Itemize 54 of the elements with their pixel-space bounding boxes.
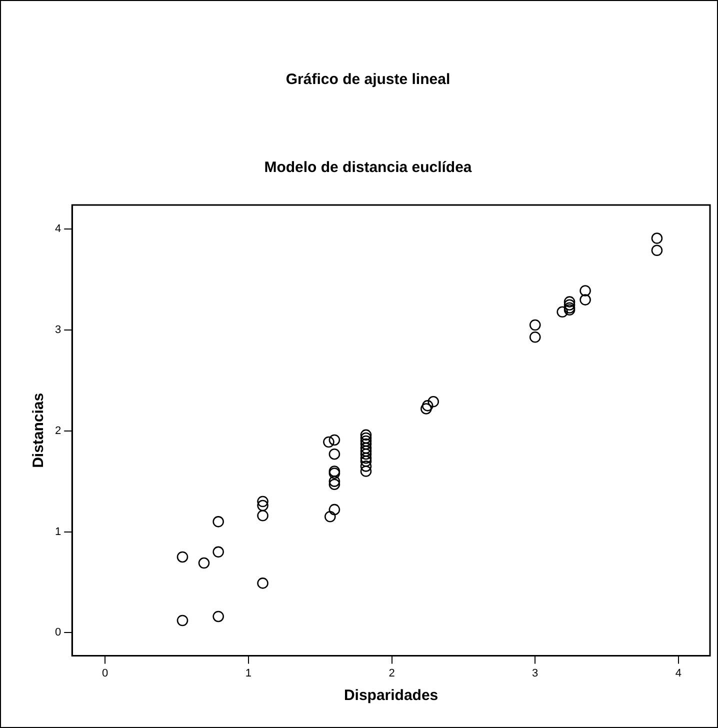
x-axis-title: Disparidades bbox=[344, 687, 438, 704]
point bbox=[564, 299, 576, 310]
point bbox=[360, 460, 372, 472]
point bbox=[428, 396, 439, 408]
point bbox=[212, 610, 224, 622]
point bbox=[360, 429, 372, 441]
chart-title: Gráfico de ajuste lineal bbox=[286, 71, 450, 88]
point bbox=[328, 434, 340, 446]
point bbox=[360, 432, 372, 444]
point bbox=[360, 435, 372, 447]
y-axis-title: Distancias bbox=[30, 392, 48, 468]
point bbox=[176, 551, 188, 563]
point bbox=[212, 546, 224, 558]
point bbox=[323, 436, 334, 448]
point bbox=[198, 557, 210, 569]
point bbox=[328, 476, 340, 487]
point bbox=[257, 496, 268, 508]
point bbox=[360, 445, 372, 457]
point bbox=[328, 478, 340, 490]
y-tick-label: 2 bbox=[54, 424, 62, 437]
x-tick-label: 3 bbox=[532, 667, 538, 680]
point bbox=[257, 578, 268, 589]
point bbox=[360, 442, 372, 454]
y-tick-label: 0 bbox=[54, 626, 62, 639]
point bbox=[212, 516, 224, 528]
point bbox=[420, 403, 432, 414]
y-tick-label: 1 bbox=[54, 526, 62, 538]
point bbox=[564, 296, 576, 308]
point bbox=[651, 244, 663, 256]
y-tick-label: 3 bbox=[54, 324, 62, 336]
point bbox=[328, 448, 340, 460]
point bbox=[651, 232, 663, 244]
point bbox=[360, 438, 372, 450]
point bbox=[360, 466, 372, 477]
x-tick-label: 4 bbox=[675, 667, 682, 680]
point bbox=[360, 456, 372, 467]
x-tick-label: 2 bbox=[388, 667, 395, 680]
point bbox=[580, 294, 591, 306]
y-tick-label: 4 bbox=[54, 223, 62, 236]
chart-subtitle: Modelo de distancia euclídea bbox=[264, 159, 472, 176]
x-tick-label: 1 bbox=[245, 667, 252, 680]
point bbox=[360, 452, 372, 464]
point bbox=[328, 504, 340, 516]
point bbox=[257, 500, 268, 512]
point bbox=[176, 614, 188, 626]
point bbox=[580, 285, 591, 296]
x-tick-label: 0 bbox=[102, 667, 108, 680]
point bbox=[529, 319, 541, 331]
point bbox=[529, 331, 541, 343]
point bbox=[360, 448, 372, 460]
point bbox=[257, 510, 268, 522]
point bbox=[556, 306, 568, 318]
point bbox=[422, 400, 434, 412]
point bbox=[324, 510, 336, 522]
